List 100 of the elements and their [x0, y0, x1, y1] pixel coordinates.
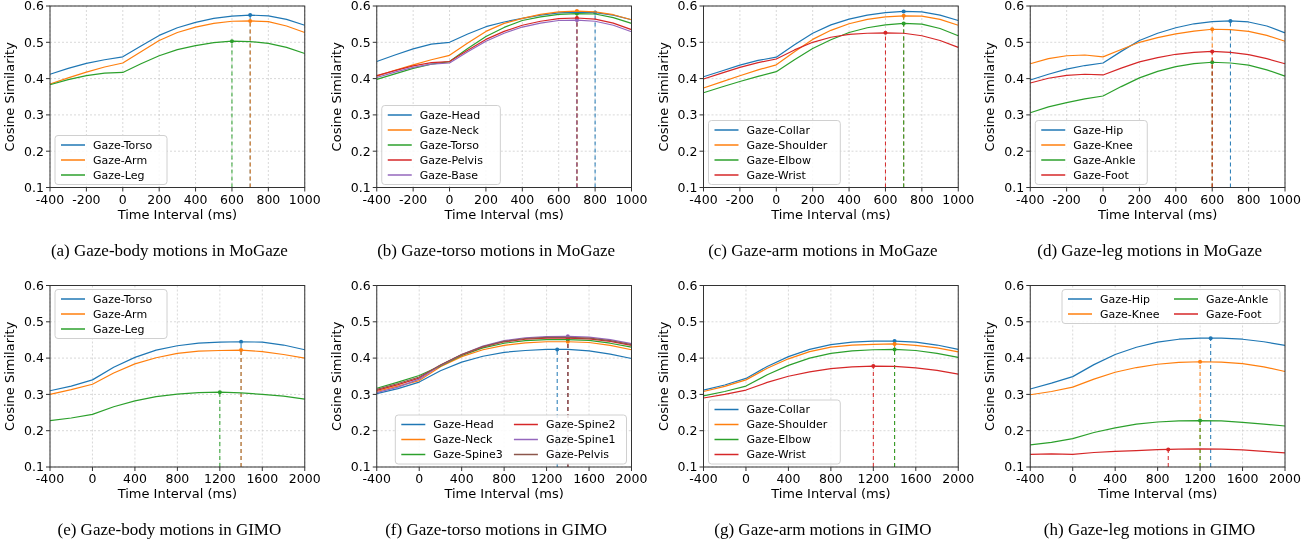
legend-label: Gaze-Neck — [419, 123, 480, 137]
y-tick-label: 0.3 — [350, 107, 371, 123]
y-tick-label: 0.3 — [24, 107, 44, 123]
y-tick-label: 0.4 — [24, 350, 45, 366]
legend-label: Gaze-Ankle — [1073, 153, 1136, 167]
y-tick-label: 0.2 — [1004, 423, 1025, 439]
x-tick-label: 1200 — [857, 471, 890, 486]
y-tick-label: 0.2 — [677, 423, 698, 439]
legend-label: Gaze-Spine2 — [545, 418, 616, 432]
y-axis-title: Cosine Similarity — [655, 321, 671, 431]
x-tick-label: 800 — [909, 191, 934, 207]
x-tick-label: 600 — [873, 191, 898, 207]
legend-label: Gaze-Knee — [1100, 307, 1160, 321]
legend-label: Gaze-Torso — [93, 138, 153, 152]
x-axis-title: Time Interval (ms) — [770, 486, 891, 501]
y-tick-label: 0.4 — [350, 70, 371, 86]
x-tick-label: 800 — [1145, 471, 1170, 486]
y-tick-label: 0.2 — [350, 143, 371, 159]
x-tick-label: 0 — [741, 471, 750, 486]
x-tick-label: 0 — [415, 471, 424, 486]
x-tick-label: 800 — [818, 471, 843, 486]
legend-label: Gaze-Wrist — [746, 168, 807, 182]
x-tick-label: 400 — [837, 191, 862, 207]
y-tick-label: 0.3 — [1004, 386, 1025, 402]
legend-label: Gaze-Pelvis — [419, 153, 484, 167]
x-tick-label: 400 — [122, 471, 147, 486]
x-tick-label: 2000 — [1269, 471, 1301, 486]
text: (e) Gaze-body motions in GIMO — [57, 520, 282, 539]
y-tick-label: 0.3 — [1004, 107, 1025, 123]
y-tick-label: 0.2 — [350, 423, 371, 439]
legend-label: Gaze-Spine3 — [433, 448, 503, 462]
text: (f) Gaze-torso motions in GIMO — [385, 520, 608, 539]
legend-label: Gaze-Torso — [419, 138, 480, 152]
y-axis-title: Cosine Similarity — [2, 321, 17, 431]
x-axis-title: Time Interval (ms) — [443, 206, 564, 222]
x-axis-title: Time Interval (ms) — [770, 206, 891, 222]
x-tick-label: 400 — [776, 471, 801, 486]
x-tick-label: 2000 — [288, 471, 321, 486]
x-tick-label: -200 — [725, 191, 755, 207]
y-tick-label: 0.5 — [350, 314, 371, 330]
x-tick-label: -200 — [398, 191, 428, 207]
legend-label: Gaze-Head — [433, 418, 494, 432]
text: (g) Gaze-arm motions in GIMO — [714, 520, 932, 539]
x-tick-label: 1200 — [1184, 471, 1217, 486]
legend-label: Gaze-Foot — [1206, 307, 1263, 321]
x-axis-title: Time Interval (ms) — [1096, 486, 1218, 501]
y-tick-label: 0.5 — [24, 314, 44, 330]
legend-label: Gaze-Neck — [433, 433, 494, 447]
x-axis-title: Time Interval (ms) — [116, 206, 238, 222]
y-tick-label: 0.3 — [677, 107, 698, 123]
y-tick-label: 0.6 — [677, 0, 698, 14]
y-tick-label: 0.5 — [350, 34, 371, 50]
legend-label: Gaze-Elbow — [746, 153, 811, 167]
x-tick-label: -200 — [1052, 191, 1081, 207]
legend-label: Gaze-Leg — [93, 168, 145, 182]
y-tick-label: 0.4 — [677, 70, 698, 86]
y-axis-title: Cosine Similarity — [655, 41, 671, 152]
x-tick-label: 400 — [1163, 191, 1188, 207]
y-tick-label: 0.6 — [1004, 0, 1025, 14]
x-tick-label: 400 — [510, 191, 535, 207]
x-tick-label: 800 — [256, 191, 281, 207]
legend-label: Gaze-Knee — [1073, 138, 1133, 152]
x-tick-label: 800 — [583, 191, 608, 207]
text: (d) Gaze-leg motions in MoGaze — [1037, 240, 1262, 260]
legend-label: Gaze-Arm — [93, 307, 148, 321]
x-tick-label: 0 — [88, 471, 97, 486]
x-tick-label: 0 — [1099, 191, 1108, 207]
text: (a) Gaze-body motions in MoGaze — [50, 240, 288, 260]
text: (c) Gaze-arm motions in MoGaze — [708, 240, 938, 260]
legend-label: Gaze-Spine1 — [545, 433, 616, 447]
x-tick-label: 0 — [118, 191, 127, 207]
y-tick-label: 0.2 — [24, 423, 44, 439]
x-tick-label: 0 — [445, 191, 454, 207]
y-tick-label: 0.2 — [1004, 143, 1025, 159]
y-tick-label: 0.2 — [24, 143, 44, 159]
y-tick-label: 0.5 — [24, 34, 44, 50]
legend-label: Gaze-Head — [419, 108, 481, 122]
x-axis-title: Time Interval (ms) — [1096, 206, 1218, 222]
text: (b) Gaze-torso motions in MoGaze — [377, 240, 616, 260]
y-tick-label: 0.6 — [1004, 277, 1025, 293]
y-tick-label: 0.6 — [24, 277, 45, 293]
legend-label: Gaze-Pelvis — [545, 448, 610, 462]
x-tick-label: 400 — [1103, 471, 1128, 486]
legend-label: Gaze-Hip — [1073, 123, 1124, 137]
y-tick-label: 0.6 — [24, 0, 45, 14]
legend-label: Gaze-Leg — [93, 322, 145, 336]
y-tick-label: 0.4 — [24, 70, 45, 86]
legend-label: Gaze-Foot — [1073, 168, 1130, 182]
y-tick-label: 0.4 — [677, 350, 698, 366]
x-tick-label: -200 — [72, 191, 101, 207]
x-tick-label: 1000 — [1269, 191, 1301, 207]
y-axis-title: Cosine Similarity — [982, 321, 998, 431]
x-tick-label: 1600 — [1226, 471, 1259, 486]
x-tick-label: 200 — [147, 191, 172, 207]
x-tick-label: 2000 — [942, 471, 975, 486]
legend-label: Gaze-Arm — [93, 153, 148, 167]
x-tick-label: 1600 — [246, 471, 279, 486]
x-tick-label: 1600 — [899, 471, 932, 486]
x-tick-label: 1600 — [573, 471, 605, 486]
x-tick-label: 600 — [546, 191, 571, 207]
